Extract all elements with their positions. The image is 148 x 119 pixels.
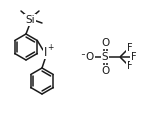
Text: +: +: [47, 44, 53, 52]
Text: O: O: [86, 52, 94, 62]
Text: O: O: [101, 38, 109, 48]
Text: Si: Si: [25, 15, 35, 25]
Text: F: F: [131, 52, 137, 62]
Text: I: I: [44, 45, 48, 59]
Text: F: F: [127, 43, 133, 53]
Text: O: O: [101, 66, 109, 76]
Text: S: S: [102, 52, 108, 62]
Text: F: F: [127, 61, 133, 71]
Text: −: −: [81, 50, 87, 59]
